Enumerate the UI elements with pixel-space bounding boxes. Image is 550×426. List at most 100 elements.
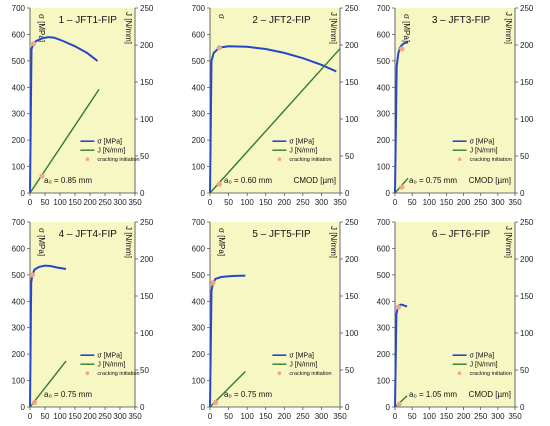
y-right-tick-label: 50 bbox=[520, 366, 529, 375]
legend-crack-label: cracking initiation bbox=[470, 371, 512, 377]
y-left-tick-label: 400 bbox=[192, 297, 206, 306]
y-left-tick-label: 200 bbox=[192, 136, 206, 145]
crack-depth-annotation: a₀ = 0.75 mm bbox=[409, 176, 457, 185]
energy-series-line bbox=[209, 48, 341, 194]
x-tick-label: 150 bbox=[259, 412, 273, 421]
y-right-axis-label: J [N/mm] bbox=[124, 12, 133, 44]
x-tick-label: 350 bbox=[333, 412, 347, 421]
y-left-tick-label: 300 bbox=[12, 110, 26, 119]
chart-panel-5: 0 100 200 300 400 500 600 700 0 50 100 150 200 250 0 50… bbox=[192, 218, 359, 421]
stress-series-line bbox=[394, 41, 409, 194]
x-tick-label: 200 bbox=[83, 198, 97, 207]
y-left-tick-label: 300 bbox=[12, 324, 26, 333]
legend-energy-label: J [N/mm] bbox=[470, 362, 498, 369]
x-tick-label: 150 bbox=[68, 198, 82, 207]
x-tick-label: 200 bbox=[278, 412, 292, 421]
legend-stress-label: σ [MPa] bbox=[470, 139, 495, 146]
legend-stress-label: σ [MPa] bbox=[289, 353, 314, 360]
legend-energy-label: J [N/mm] bbox=[97, 148, 125, 155]
y-right-tick-label: 150 bbox=[140, 292, 154, 301]
cracking-initiation-point bbox=[212, 399, 219, 406]
y-right-tick-label: 100 bbox=[140, 115, 154, 124]
y-right-tick-label: 0 bbox=[520, 189, 525, 198]
y-left-tick-label: 200 bbox=[12, 350, 26, 359]
cracking-initiation-point bbox=[395, 304, 402, 310]
y-left-tick-label: 300 bbox=[192, 324, 206, 333]
y-left-tick-label: 100 bbox=[12, 163, 26, 172]
x-tick-label: 350 bbox=[333, 198, 347, 207]
x-tick-label: 100 bbox=[423, 198, 437, 207]
y-left-tick-label: 400 bbox=[12, 297, 26, 306]
y-right-axis-label: J [N/mm] bbox=[504, 12, 513, 44]
y-right-tick-label: 50 bbox=[345, 366, 354, 375]
y-left-tick-label: 500 bbox=[192, 57, 206, 66]
y-left-tick-label: 0 bbox=[21, 403, 26, 412]
y-left-tick-label: 400 bbox=[377, 297, 391, 306]
y-left-tick-label: 600 bbox=[192, 244, 206, 253]
y-left-tick-label: 500 bbox=[192, 271, 206, 280]
cracking-initiation-point bbox=[216, 45, 222, 51]
cracking-initiation-point bbox=[31, 399, 38, 406]
x-tick-label: 0 bbox=[28, 198, 33, 207]
y-left-tick-label: 600 bbox=[377, 30, 391, 39]
x-tick-label: 50 bbox=[408, 412, 417, 421]
y-right-tick-label: 100 bbox=[345, 329, 359, 338]
y-right-tick-label: 250 bbox=[520, 4, 534, 13]
chart-title: 3 – JFT3-FIP bbox=[432, 15, 491, 26]
x-tick-label: 300 bbox=[491, 198, 505, 207]
y-left-axis-label: σ bbox=[217, 14, 226, 19]
y-left-tick-label: 200 bbox=[377, 350, 391, 359]
y-right-tick-label: 0 bbox=[345, 403, 350, 412]
crack-depth-annotation: a₀ = 1.05 mm bbox=[409, 390, 457, 399]
y-right-tick-label: 50 bbox=[140, 366, 149, 375]
crack-depth-annotation: a₀ = 0.75 mm bbox=[224, 390, 272, 399]
y-right-tick-label: 0 bbox=[520, 403, 525, 412]
y-left-tick-label: 500 bbox=[377, 57, 391, 66]
y-left-tick-label: 700 bbox=[12, 218, 26, 227]
y-right-axis-label: J [N/mm] bbox=[124, 226, 133, 258]
x-tick-label: 300 bbox=[491, 412, 505, 421]
x-tick-label: 250 bbox=[296, 412, 310, 421]
y-left-tick-label: 0 bbox=[201, 403, 206, 412]
plot-background bbox=[210, 8, 340, 193]
y-left-tick-label: 700 bbox=[377, 4, 391, 13]
legend-crack-label: cracking initiation bbox=[289, 157, 331, 163]
x-tick-label: 50 bbox=[41, 412, 50, 421]
x-tick-label: 200 bbox=[278, 198, 292, 207]
y-right-tick-label: 100 bbox=[520, 115, 534, 124]
x-tick-label: 250 bbox=[98, 412, 112, 421]
x-tick-label: 50 bbox=[408, 198, 417, 207]
crack-depth-annotation: a₀ = 0.75 mm bbox=[44, 390, 92, 399]
legend-crack-marker bbox=[457, 157, 462, 161]
y-left-axis-label: σ [MPa] bbox=[37, 14, 46, 42]
x-tick-label: 250 bbox=[474, 412, 488, 421]
y-left-tick-label: 300 bbox=[192, 110, 206, 119]
y-right-tick-label: 50 bbox=[345, 152, 354, 161]
legend-stress-label: σ [MPa] bbox=[97, 139, 122, 146]
crack-depth-annotation: a₀ = 0.85 mm bbox=[44, 176, 92, 185]
x-tick-label: 100 bbox=[240, 198, 254, 207]
y-right-tick-label: 200 bbox=[520, 41, 534, 50]
y-left-tick-label: 0 bbox=[386, 403, 391, 412]
x-tick-label: 200 bbox=[457, 412, 471, 421]
x-axis-label: CMOD [µm] bbox=[469, 176, 511, 185]
y-left-axis-label: σ [MPa] bbox=[37, 228, 46, 256]
chart-title: 4 – JFT4-FIP bbox=[59, 229, 118, 240]
chart-title: 5 – JFT5-FIP bbox=[252, 229, 311, 240]
y-left-tick-label: 700 bbox=[192, 218, 206, 227]
y-right-tick-label: 200 bbox=[140, 255, 154, 264]
x-tick-label: 50 bbox=[224, 198, 233, 207]
y-left-tick-label: 200 bbox=[377, 136, 391, 145]
cracking-initiation-point bbox=[39, 173, 45, 179]
y-right-tick-label: 250 bbox=[140, 4, 154, 13]
x-tick-label: 100 bbox=[53, 412, 67, 421]
y-right-tick-label: 250 bbox=[345, 4, 359, 13]
legend-crack-marker bbox=[85, 157, 90, 161]
y-right-tick-label: 100 bbox=[345, 115, 359, 124]
plot-background bbox=[210, 222, 340, 407]
y-left-tick-label: 700 bbox=[12, 4, 26, 13]
